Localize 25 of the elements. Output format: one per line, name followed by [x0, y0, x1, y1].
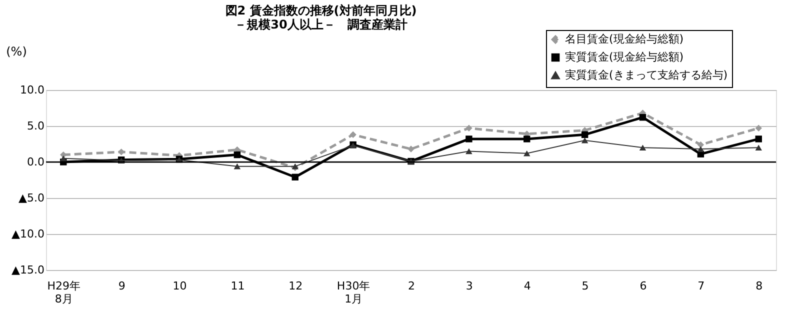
- y-tick-label: ▲5.0: [18, 192, 44, 204]
- x-tick-label: 2: [408, 280, 415, 292]
- y-tick-label: ▲10.0: [12, 228, 44, 240]
- x-tick-label: H29年 8月: [47, 280, 81, 306]
- y-tick-label: 10.0: [20, 84, 44, 96]
- y-tick-label: 5.0: [27, 120, 44, 132]
- legend-label: 名目賃金(現金給与総額): [565, 32, 684, 46]
- legend-label: 実質賃金(きまって支給する給与): [565, 68, 728, 82]
- y-axis-title: (%): [6, 44, 27, 58]
- legend-label: 実質賃金(現金給与総額): [565, 50, 684, 64]
- x-tick-label: H30年 1月: [336, 280, 370, 306]
- y-tick-label: 0.0: [27, 156, 44, 168]
- x-tick-label: 11: [230, 280, 245, 292]
- x-tick-label: 5: [582, 280, 589, 292]
- x-tick-label: 10: [172, 280, 187, 292]
- chart-title: 図2 賃金指数の推移(対前年同月比): [225, 4, 417, 18]
- x-tick-label: 6: [640, 280, 647, 292]
- x-tick-label: 4: [524, 280, 531, 292]
- x-tick-label: 7: [698, 280, 705, 292]
- x-tick-label: 3: [466, 280, 473, 292]
- x-tick-label: 9: [118, 280, 126, 292]
- chart-subtitle: －規模30人以上－ 調査産業計: [234, 18, 408, 32]
- y-tick-label: ▲15.0: [12, 264, 44, 276]
- x-tick-label: 12: [288, 280, 303, 292]
- x-tick-label: 8: [756, 280, 763, 292]
